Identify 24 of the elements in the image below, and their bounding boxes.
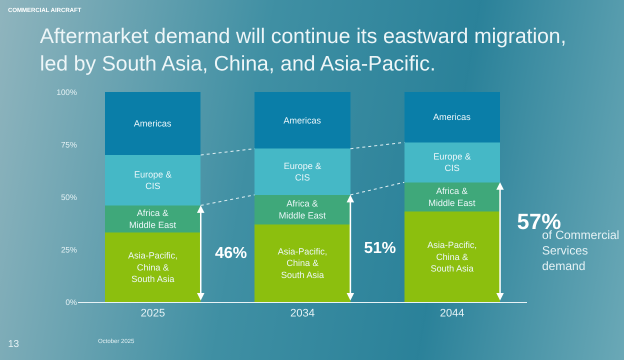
y-tick-label: 0% xyxy=(65,298,77,307)
series-label: Americas xyxy=(433,112,472,122)
text: Europe & CIS xyxy=(284,160,322,183)
series-label: Asia-Pacific, China & South Asia xyxy=(128,250,178,284)
x-tick-label: 2034 xyxy=(290,307,315,320)
text: Asia-Pacific, China & South Asia xyxy=(278,246,328,280)
series-label: Europe & CIS xyxy=(433,152,471,174)
annotation: 46% xyxy=(215,245,248,262)
y-tick-label: 75% xyxy=(60,140,77,150)
text: Asia-Pacific, China & South Asia xyxy=(427,240,477,274)
text: Africa & Middle East xyxy=(278,198,326,220)
text: 13 xyxy=(8,339,20,350)
text: Americas xyxy=(283,115,322,126)
y-tick-label: 50% xyxy=(60,192,77,202)
text: Africa & Middle East xyxy=(428,186,476,208)
chart-title: Aftermarket demand will continue its eastward migration, led by South Asia, China, and Asia-Pacific. xyxy=(40,25,566,76)
text: Americas xyxy=(134,118,172,128)
y-tick-label: 100% xyxy=(56,88,77,97)
x-tick-label: 2025 xyxy=(140,307,166,320)
y-tick-label: 25% xyxy=(60,245,77,254)
x-tick-label: 2044 xyxy=(440,307,464,320)
text: Europe & CIS xyxy=(134,169,172,192)
annotation: 51% xyxy=(364,240,396,257)
series-label: Africa & Middle East xyxy=(129,208,177,230)
